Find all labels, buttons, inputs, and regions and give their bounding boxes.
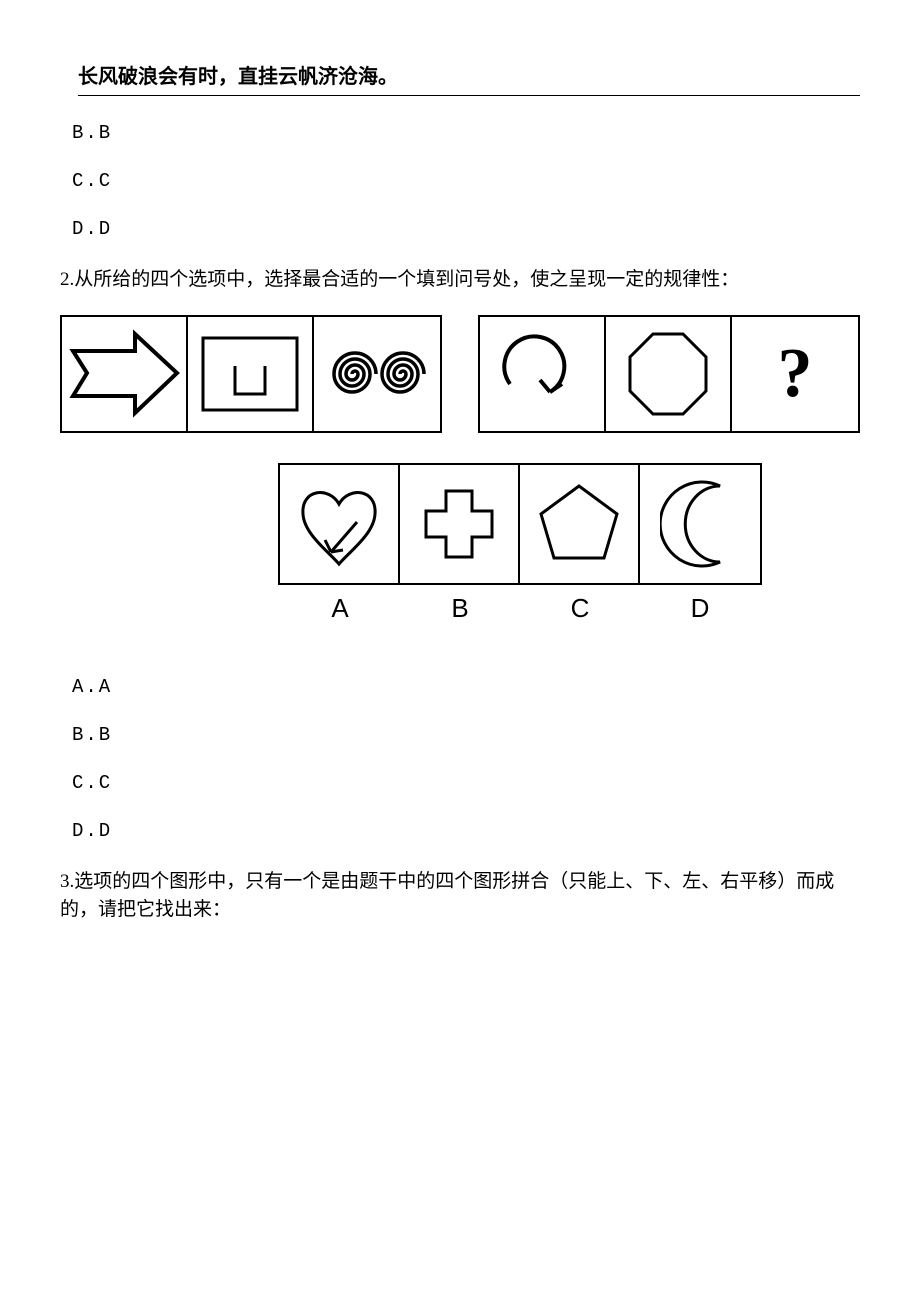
q2-cell-octagon [606,317,732,431]
q2-sequence-row: ? [60,315,860,433]
q2-option-a-cell [280,465,400,583]
crescent-icon [660,474,740,574]
q2-option-d-cell [640,465,760,583]
question-mark-icon: ? [778,334,813,414]
q2-options-cells [278,463,762,585]
heart-arrow-icon [289,474,389,574]
q2-cell-question: ? [732,317,858,431]
q2-option-a: A.A [72,676,860,698]
header-quote: 长风破浪会有时，直挂云帆济沧海。 [78,66,398,88]
prev-option-b: B.B [72,122,860,144]
q2-option-b-cell [400,465,520,583]
q2-option-b: B.B [72,724,860,746]
q2-option-labels: A B C D [280,593,760,624]
prev-option-c: C.C [72,170,860,192]
q2-options-group: A B C D [278,463,762,624]
q2-label-d: D [640,593,760,624]
page-header: 长风破浪会有时，直挂云帆济沧海。 [78,60,860,96]
q2-left-group [60,315,442,433]
q2-cell-spirals [314,317,440,431]
group-gap [442,315,478,433]
q2-label-a: A [280,593,400,624]
octagon-icon [618,324,718,424]
q2-options-row: A B C D [180,463,860,624]
cross-shape-icon [414,479,504,569]
curve-arrow-icon [492,334,592,414]
pentagon-icon [532,476,627,571]
question-2-text: 2.从所给的四个选项中，选择最合适的一个填到问号处，使之呈现一定的规律性： [60,266,860,295]
double-spiral-icon [322,344,432,404]
q2-option-d: D.D [72,820,860,842]
q2-label-b: B [400,593,520,624]
q2-cell-rectangles [188,317,314,431]
q2-label-c: C [520,593,640,624]
q2-option-c-cell [520,465,640,583]
question-3-text: 3.选项的四个图形中，只有一个是由题干中的四个图形拼合（只能上、下、左、右平移）… [60,868,860,925]
q2-cell-curve-arrow [480,317,606,431]
prev-option-d: D.D [72,218,860,240]
arrow-shape-icon [65,326,183,421]
q2-option-c: C.C [72,772,860,794]
nested-rect-icon [195,326,305,421]
q2-right-group: ? [478,315,860,433]
q2-cell-arrow [62,317,188,431]
q2-figure: ? [60,315,860,624]
